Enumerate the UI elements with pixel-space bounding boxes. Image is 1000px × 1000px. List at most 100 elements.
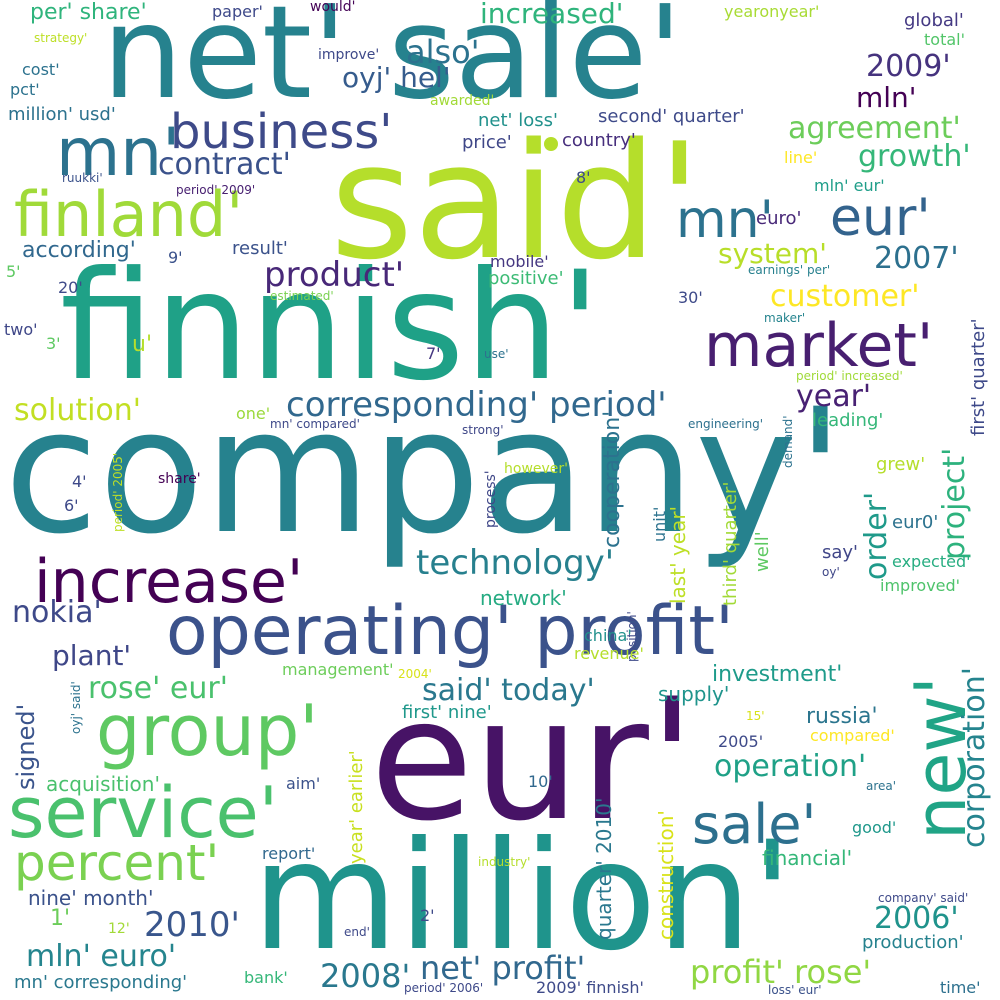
word: compared' — [810, 726, 895, 745]
word: russia' — [806, 704, 878, 729]
word: quarter' 2010' — [592, 797, 616, 940]
word: investment' — [712, 662, 843, 687]
word: unit' — [650, 506, 669, 542]
word: revenue' — [574, 644, 644, 663]
word: financial' — [762, 846, 853, 870]
word: 2009' — [866, 49, 951, 84]
word: earnings' per' — [748, 263, 831, 277]
word: nokia' — [12, 595, 102, 630]
word: million' usd' — [8, 104, 116, 125]
word: china' — [584, 626, 632, 645]
word: 2004' — [398, 667, 432, 681]
word: two' — [4, 320, 38, 339]
word: ruukki' — [62, 171, 103, 185]
word: 12' — [108, 921, 130, 937]
word: nine' month' — [28, 886, 154, 910]
word: one' — [236, 404, 271, 423]
word: project' — [937, 447, 972, 560]
word: end' — [344, 925, 370, 939]
word: increase' — [34, 547, 304, 617]
word: finnish' — [60, 240, 601, 414]
word: company' — [4, 371, 845, 572]
word: corporation' — [957, 666, 992, 848]
word: supply' — [658, 682, 730, 706]
word: profit' rose' — [690, 953, 872, 991]
word: 2009' finnish' — [536, 978, 644, 997]
word: per' share' — [30, 0, 147, 25]
word: business' — [170, 104, 393, 160]
word: mln' — [856, 81, 917, 114]
word: strong' — [462, 423, 504, 437]
dot-mark — [544, 137, 558, 151]
word: operating' profit' — [166, 592, 734, 671]
word: bank' — [244, 968, 288, 987]
word: 2005' — [718, 732, 764, 751]
word: net' profit' — [420, 949, 586, 987]
word: technology' — [416, 543, 615, 583]
word: last' year' — [666, 505, 690, 604]
word: system' — [718, 237, 827, 270]
word: engineering' — [688, 417, 764, 431]
word: net' loss' — [478, 110, 558, 131]
word: 1' — [50, 906, 71, 931]
word: 2006' — [874, 901, 959, 936]
word: estimated' — [270, 289, 334, 303]
word: sale' — [692, 793, 817, 856]
word: area' — [866, 779, 897, 793]
word: year' earlier' — [346, 750, 367, 864]
word: expected' — [892, 552, 971, 571]
word: 9' — [168, 248, 183, 267]
word: period' increased' — [796, 369, 903, 383]
word: 10' — [528, 772, 553, 791]
word: pct' — [10, 80, 40, 99]
word: improved' — [880, 576, 961, 595]
word: mln' eur' — [814, 176, 885, 195]
word: mn' — [676, 190, 774, 250]
word: positive' — [488, 268, 564, 289]
word: acquisition' — [46, 772, 160, 796]
word: result' — [232, 238, 288, 259]
word: say' — [822, 542, 859, 563]
word: euro' — [756, 208, 802, 229]
word: third' quarter' — [720, 481, 741, 606]
word: price' — [462, 132, 512, 153]
word: contract' — [158, 147, 291, 182]
word: 6' — [64, 496, 79, 515]
word: u' — [132, 332, 152, 357]
word: 7' — [426, 344, 441, 363]
word: order' — [859, 491, 894, 580]
word: according' — [22, 238, 136, 263]
word: first' quarter' — [968, 318, 989, 436]
word: said' today' — [422, 673, 595, 708]
word: customer' — [770, 279, 920, 314]
word: second' quarter' — [598, 106, 745, 127]
word: 8' — [576, 168, 591, 187]
word: period' 2006' — [404, 981, 484, 995]
word: report' — [262, 844, 316, 863]
word: finland' — [14, 178, 244, 251]
word: 2008' — [320, 957, 411, 995]
word: production' — [862, 932, 964, 953]
word: global' — [904, 10, 964, 31]
word: 20' — [58, 278, 83, 297]
word: leading' — [812, 410, 884, 431]
word: 15' — [746, 709, 765, 723]
word: however' — [504, 461, 569, 477]
word: country' — [562, 130, 636, 151]
word: eur' — [370, 662, 696, 858]
word: corresponding' period' — [286, 385, 667, 425]
word: mn' compared' — [270, 417, 360, 431]
word: operation' — [714, 749, 867, 784]
word: mobile' — [490, 252, 549, 271]
word: signed' — [12, 703, 40, 790]
word: eur0' — [892, 512, 939, 533]
word: time' — [940, 978, 981, 997]
word: demand' — [781, 415, 795, 468]
word: oyj' hel' — [342, 61, 451, 94]
word: 30' — [678, 288, 703, 307]
word: oyj' said' — [69, 681, 83, 734]
word: cost' — [22, 60, 60, 79]
word: agreement' — [788, 111, 961, 146]
word: oy' — [822, 565, 840, 579]
